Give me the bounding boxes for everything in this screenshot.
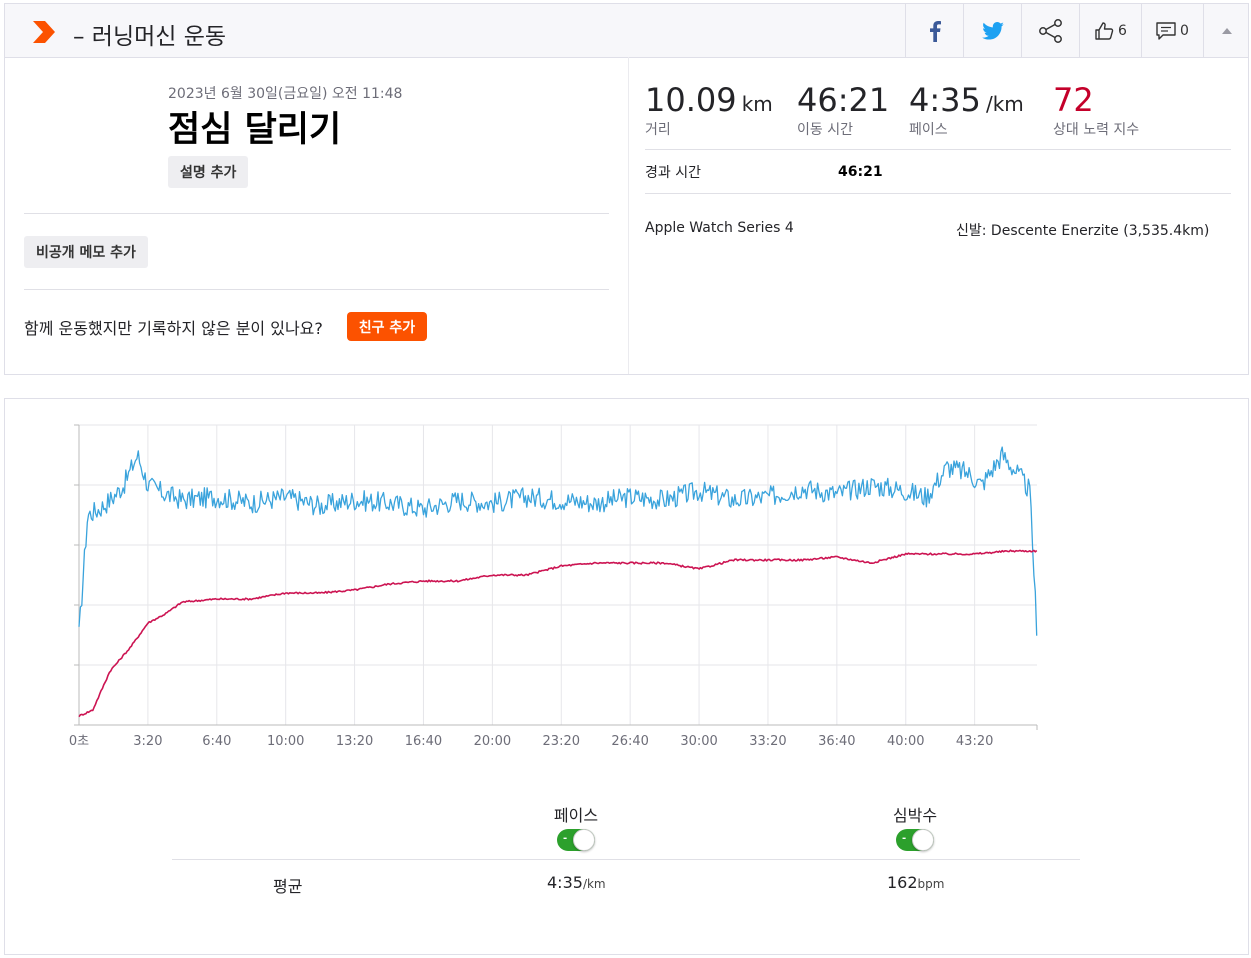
twitter-share-button[interactable] xyxy=(963,4,1021,57)
toggle-dash-icon: - xyxy=(563,833,568,844)
average-heartrate: 162bpm xyxy=(887,873,944,892)
distance-value: 10.09 xyxy=(645,81,737,119)
x-tick-label: 26:40 xyxy=(611,734,648,749)
pace-unit: /km xyxy=(985,92,1024,116)
share-button[interactable] xyxy=(1021,4,1079,57)
heartrate-toggle[interactable]: - xyxy=(896,829,934,851)
legend-pace: 페이스 - xyxy=(536,802,616,851)
shoes-info: 신발: Descente Enerzite (3,535.4km) xyxy=(956,223,1210,239)
average-pace: 4:35/km xyxy=(547,873,606,892)
analysis-chart-card: 0초 3:20 6:40 10:00 13:20 16:40 20:00 23:20 26:40… xyxy=(4,398,1249,955)
strava-chevron-logo xyxy=(33,21,55,43)
elapsed-time-label: 경과 시간 xyxy=(645,165,701,181)
x-tick-label: 30:00 xyxy=(680,734,717,749)
pace-series-line xyxy=(78,446,1038,636)
x-tick-label: 43:20 xyxy=(956,734,993,749)
relative-effort-value: 72 xyxy=(1053,81,1094,119)
pace-value: 4:35 xyxy=(909,81,981,119)
activity-name: 점심 달리기 xyxy=(168,110,342,150)
distance-label: 거리 xyxy=(645,122,671,138)
x-tick-label: 0초 xyxy=(69,734,89,749)
twitter-icon xyxy=(981,21,1004,40)
thumbs-up-icon xyxy=(1095,21,1114,40)
stat-relative-effort[interactable]: 72 상대 노력 지수 xyxy=(1053,81,1139,139)
share-icon xyxy=(1038,18,1062,43)
x-tick-label: 6:40 xyxy=(202,734,231,749)
x-tick-label: 20:00 xyxy=(474,734,511,749)
toggle-knob xyxy=(573,829,595,851)
comment-icon xyxy=(1156,21,1176,40)
toggle-knob xyxy=(912,829,934,851)
x-tick-label: 33:20 xyxy=(749,734,786,749)
activity-datetime: 2023년 6월 30일(금요일) 오전 11:48 xyxy=(168,86,403,102)
x-tick-label: 23:20 xyxy=(543,734,580,749)
relative-effort-label: 상대 노력 지수 xyxy=(1053,122,1140,138)
divider xyxy=(645,193,1231,194)
activity-header: – 러닝머신 운동 6 0 xyxy=(4,3,1249,58)
x-tick-label: 36:40 xyxy=(818,734,855,749)
activity-summary: 2023년 6월 30일(금요일) 오전 11:48 점심 달리기 설명 추가 … xyxy=(4,57,1249,375)
x-tick-label: 40:00 xyxy=(887,734,924,749)
elapsed-time-value: 46:21 xyxy=(838,164,883,180)
kudos-count: 6 xyxy=(1118,22,1127,39)
comment-count: 0 xyxy=(1180,22,1189,39)
pace-heartrate-chart[interactable]: 0초 3:20 6:40 10:00 13:20 16:40 20:00 23:20 26:40… xyxy=(5,399,1248,839)
legend-heartrate: 심박수 - xyxy=(875,802,955,851)
moving-time-value: 46:21 xyxy=(797,81,890,119)
comment-button[interactable]: 0 xyxy=(1141,4,1203,57)
divider xyxy=(172,859,1080,860)
collapse-button[interactable] xyxy=(1203,4,1249,57)
average-heartrate-unit: bpm xyxy=(917,877,945,891)
page-title: – 러닝머신 운동 xyxy=(73,24,227,50)
average-label: 평균 xyxy=(273,877,303,896)
x-tick-label: 16:40 xyxy=(405,734,442,749)
divider xyxy=(24,289,609,290)
x-tick-label: 10:00 xyxy=(267,734,304,749)
facebook-share-button[interactable] xyxy=(905,4,963,57)
stat-distance: 10.09 km 거리 xyxy=(645,81,773,139)
stat-pace: 4:35 /km 페이스 xyxy=(909,81,1024,139)
column-divider xyxy=(628,57,629,374)
average-pace-unit: /km xyxy=(582,877,606,891)
distance-unit: km xyxy=(741,92,773,116)
divider xyxy=(645,149,1231,150)
moving-time-label: 이동 시간 xyxy=(797,122,853,138)
x-tick-label: 3:20 xyxy=(133,734,162,749)
divider xyxy=(24,213,609,214)
facebook-icon xyxy=(929,20,941,42)
pace-toggle[interactable]: - xyxy=(557,829,595,851)
caret-up-icon xyxy=(1221,27,1232,34)
x-tick-label: 13:20 xyxy=(336,734,373,749)
add-friend-button[interactable]: 친구 추가 xyxy=(347,312,427,341)
pace-label: 페이스 xyxy=(909,122,948,138)
add-description-button[interactable]: 설명 추가 xyxy=(168,156,249,188)
toggle-dash-icon: - xyxy=(902,833,907,844)
average-pace-value: 4:35 xyxy=(547,873,583,892)
add-private-note-button[interactable]: 비공개 메모 추가 xyxy=(24,236,148,268)
legend-pace-label: 페이스 xyxy=(553,806,599,825)
device-name: Apple Watch Series 4 xyxy=(645,220,794,236)
legend-heartrate-label: 심박수 xyxy=(892,806,938,825)
heartrate-series-line xyxy=(78,549,1038,718)
stat-moving-time: 46:21 이동 시간 xyxy=(797,81,889,139)
friend-question: 함께 운동했지만 기록하지 않은 분이 있나요? xyxy=(24,319,323,338)
kudos-button[interactable]: 6 xyxy=(1079,4,1141,57)
average-heartrate-value: 162 xyxy=(887,873,918,892)
